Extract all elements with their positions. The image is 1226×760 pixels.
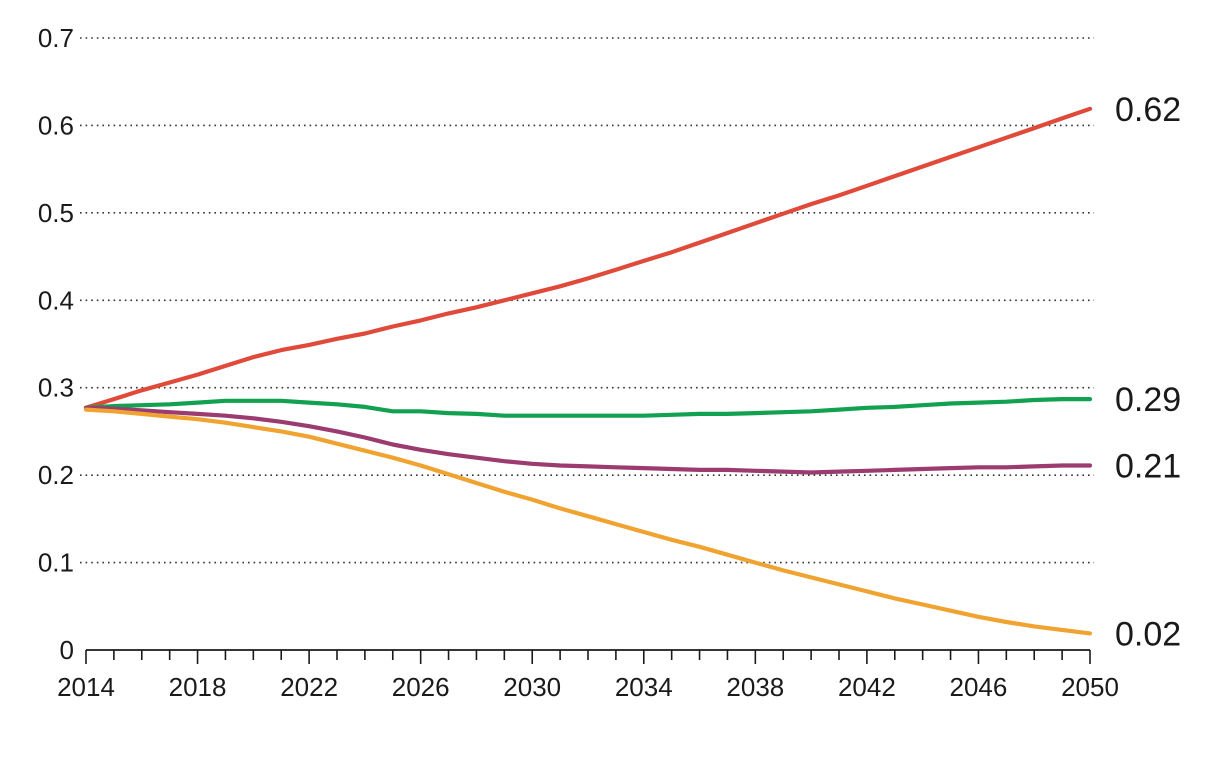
series-end-label: 0.02 xyxy=(1115,615,1181,653)
x-tick-label: 2050 xyxy=(1061,672,1119,702)
x-tick-label: 2038 xyxy=(726,672,784,702)
y-tick-label: 0 xyxy=(60,635,74,665)
x-tick-label: 2018 xyxy=(169,672,227,702)
y-axis-tick-labels: 0 0.1 0.2 0.3 0.4 0.5 0.6 0.7 xyxy=(38,23,74,665)
x-axis: 2014 2018 2022 2026 2030 2034 2038 2042 2046 2050 xyxy=(57,649,1119,702)
series-end-label: 0.21 xyxy=(1115,448,1181,486)
y-tick-label: 0.5 xyxy=(38,198,74,228)
x-tick-label: 2022 xyxy=(280,672,338,702)
x-tick-label: 2026 xyxy=(392,672,450,702)
series-end-labels: 0.62 0.29 0.21 0.02 xyxy=(1115,91,1181,654)
series-line-2 xyxy=(83,405,1093,475)
x-tick-label: 2046 xyxy=(950,672,1008,702)
series-line-1 xyxy=(83,397,1093,418)
x-tick-label: 2014 xyxy=(57,672,115,702)
y-tick-label: 0.2 xyxy=(38,460,74,490)
y-tick-label: 0.3 xyxy=(38,373,74,403)
series-line-0 xyxy=(83,106,1093,410)
y-tick-label: 0.1 xyxy=(38,548,74,578)
y-tick-label: 0.4 xyxy=(38,285,74,315)
x-tick-label: 2042 xyxy=(838,672,896,702)
series-end-label: 0.62 xyxy=(1115,91,1181,129)
y-tick-label: 0.7 xyxy=(38,23,74,53)
series-end-label: 0.29 xyxy=(1115,381,1181,419)
gridlines xyxy=(80,37,1094,564)
series-line-3 xyxy=(83,407,1093,636)
y-tick-label: 0.6 xyxy=(38,110,74,140)
x-tick-label: 2030 xyxy=(503,672,561,702)
series-lines xyxy=(83,106,1093,636)
x-tick-label: 2034 xyxy=(615,672,673,702)
